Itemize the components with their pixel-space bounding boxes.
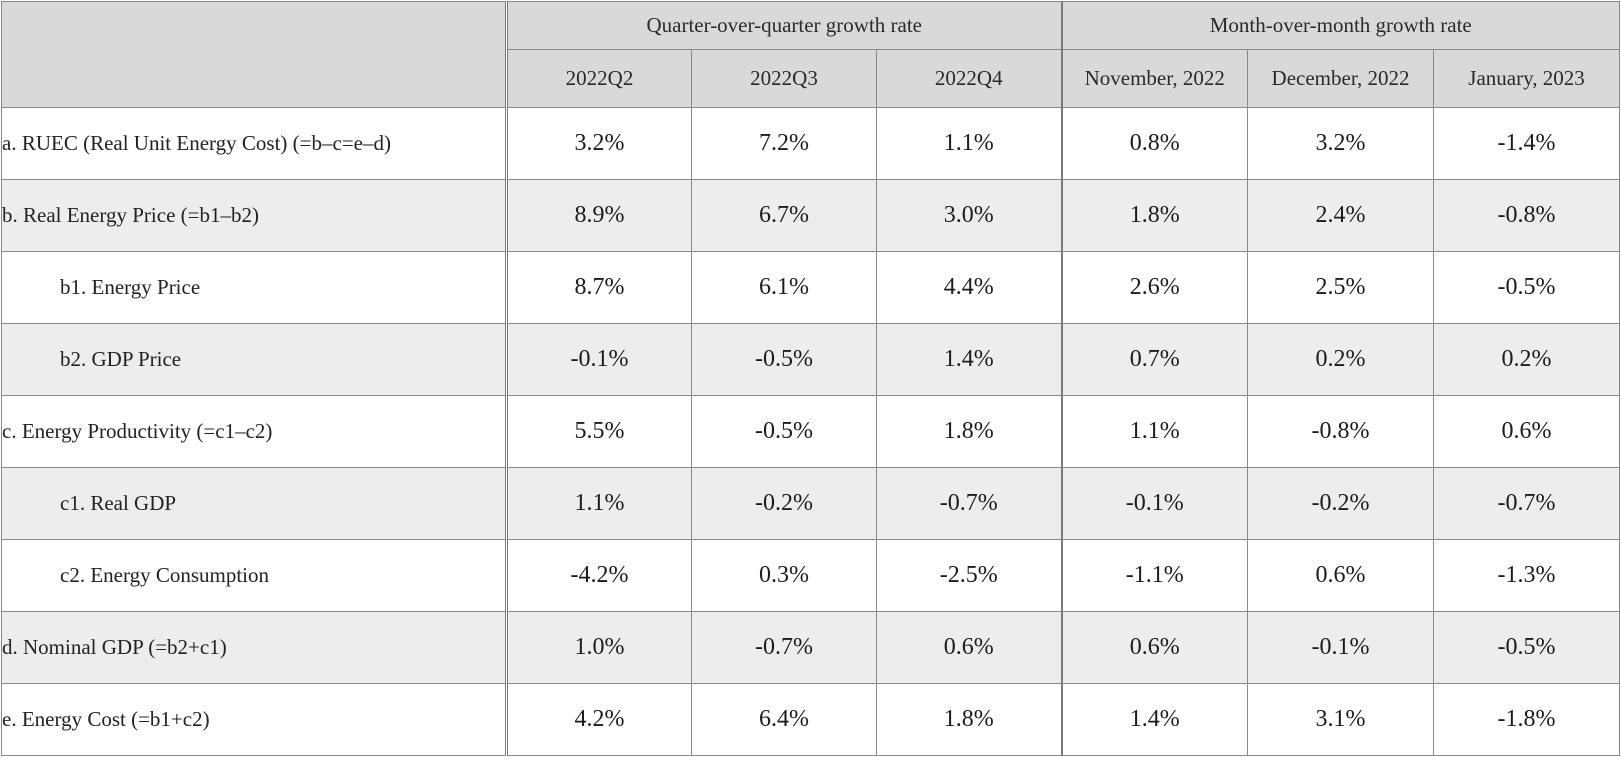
value-cell: -0.7% — [1433, 467, 1620, 540]
group-header-row: Quarter-over-quarter growth rate Month-o… — [1, 1, 1620, 108]
month-group-header: Month-over-month growth rate — [1061, 1, 1620, 50]
value-cell: 3.2% — [506, 107, 692, 180]
column-header: 2022Q3 — [691, 49, 877, 108]
value-cell: 1.1% — [876, 107, 1063, 180]
value-cell: -0.5% — [1433, 251, 1620, 324]
table-row: a. RUEC (Real Unit Energy Cost) (=b–c=e–… — [1, 107, 1620, 180]
quarter-group-header: Quarter-over-quarter growth rate — [506, 1, 1063, 50]
value-cell: -1.3% — [1433, 539, 1620, 612]
value-cell: 2.4% — [1247, 179, 1434, 252]
value-cell: -0.1% — [1247, 611, 1434, 684]
value-cell: 8.9% — [506, 179, 692, 252]
value-cell: 1.8% — [876, 683, 1063, 756]
value-cell: 0.7% — [1061, 323, 1248, 396]
value-cell: -0.8% — [1247, 395, 1434, 468]
value-cell: 6.7% — [691, 179, 877, 252]
value-cell: 0.6% — [1247, 539, 1434, 612]
row-label: b. Real Energy Price (=b1–b2) — [1, 179, 508, 252]
column-header: November, 2022 — [1061, 49, 1248, 108]
value-cell: -2.5% — [876, 539, 1063, 612]
row-label: d. Nominal GDP (=b2+c1) — [1, 611, 508, 684]
table-row: b2. GDP Price -0.1% -0.5% 1.4% 0.7% 0.2%… — [1, 323, 1620, 396]
column-header: 2022Q2 — [506, 49, 692, 108]
row-label: c2. Energy Consumption — [1, 539, 508, 612]
column-header: December, 2022 — [1247, 49, 1434, 108]
column-header: 2022Q4 — [876, 49, 1063, 108]
value-cell: 1.8% — [1061, 179, 1248, 252]
value-cell: 0.6% — [1433, 395, 1620, 468]
value-cell: -1.4% — [1433, 107, 1620, 180]
row-label: c. Energy Productivity (=c1–c2) — [1, 395, 508, 468]
value-cell: -0.8% — [1433, 179, 1620, 252]
value-cell: -1.8% — [1433, 683, 1620, 756]
value-cell: -0.1% — [506, 323, 692, 396]
table-row: c2. Energy Consumption -4.2% 0.3% -2.5% … — [1, 539, 1620, 612]
value-cell: 1.8% — [876, 395, 1063, 468]
value-cell: 1.1% — [1061, 395, 1248, 468]
value-cell: 1.4% — [876, 323, 1063, 396]
value-cell: 4.4% — [876, 251, 1063, 324]
value-cell: 5.5% — [506, 395, 692, 468]
value-cell: -0.5% — [691, 323, 877, 396]
value-cell: 2.6% — [1061, 251, 1248, 324]
value-cell: 0.2% — [1247, 323, 1434, 396]
value-cell: -0.2% — [691, 467, 877, 540]
row-label: e. Energy Cost (=b1+c2) — [1, 683, 508, 756]
value-cell: 4.2% — [506, 683, 692, 756]
value-cell: 0.8% — [1061, 107, 1248, 180]
value-cell: -0.5% — [1433, 611, 1620, 684]
column-header: January, 2023 — [1433, 49, 1620, 108]
value-cell: 7.2% — [691, 107, 877, 180]
value-cell: -0.1% — [1061, 467, 1248, 540]
row-label: a. RUEC (Real Unit Energy Cost) (=b–c=e–… — [1, 107, 508, 180]
table-row: e. Energy Cost (=b1+c2) 4.2% 6.4% 1.8% 1… — [1, 683, 1620, 756]
value-cell: 6.1% — [691, 251, 877, 324]
value-cell: 6.4% — [691, 683, 877, 756]
value-cell: 0.2% — [1433, 323, 1620, 396]
row-label: c1. Real GDP — [1, 467, 508, 540]
value-cell: -0.7% — [691, 611, 877, 684]
table-row: b. Real Energy Price (=b1–b2) 8.9% 6.7% … — [1, 179, 1620, 252]
value-cell: 2.5% — [1247, 251, 1434, 324]
table-row: c. Energy Productivity (=c1–c2) 5.5% -0.… — [1, 395, 1620, 468]
column-header-row: 2022Q2 2022Q3 2022Q4 November, 2022 Dece… — [2, 49, 1620, 108]
value-cell: 0.6% — [876, 611, 1063, 684]
value-cell: 3.0% — [876, 179, 1063, 252]
value-cell: 3.1% — [1247, 683, 1434, 756]
table-row: c1. Real GDP 1.1% -0.2% -0.7% -0.1% -0.2… — [1, 467, 1620, 540]
value-cell: 0.6% — [1061, 611, 1248, 684]
row-label: b1. Energy Price — [1, 251, 508, 324]
value-cell: -1.1% — [1061, 539, 1248, 612]
row-label: b2. GDP Price — [1, 323, 508, 396]
value-cell: -0.5% — [691, 395, 877, 468]
value-cell: 3.2% — [1247, 107, 1434, 180]
value-cell: 0.3% — [691, 539, 877, 612]
value-cell: 1.0% — [506, 611, 692, 684]
corner-cell — [1, 1, 508, 108]
value-cell: 1.1% — [506, 467, 692, 540]
value-cell: 8.7% — [506, 251, 692, 324]
value-cell: -0.2% — [1247, 467, 1434, 540]
table-row: b1. Energy Price 8.7% 6.1% 4.4% 2.6% 2.5… — [1, 251, 1620, 324]
value-cell: 1.4% — [1061, 683, 1248, 756]
value-cell: -0.7% — [876, 467, 1063, 540]
value-cell: -4.2% — [506, 539, 692, 612]
table-row: d. Nominal GDP (=b2+c1) 1.0% -0.7% 0.6% … — [1, 611, 1620, 684]
